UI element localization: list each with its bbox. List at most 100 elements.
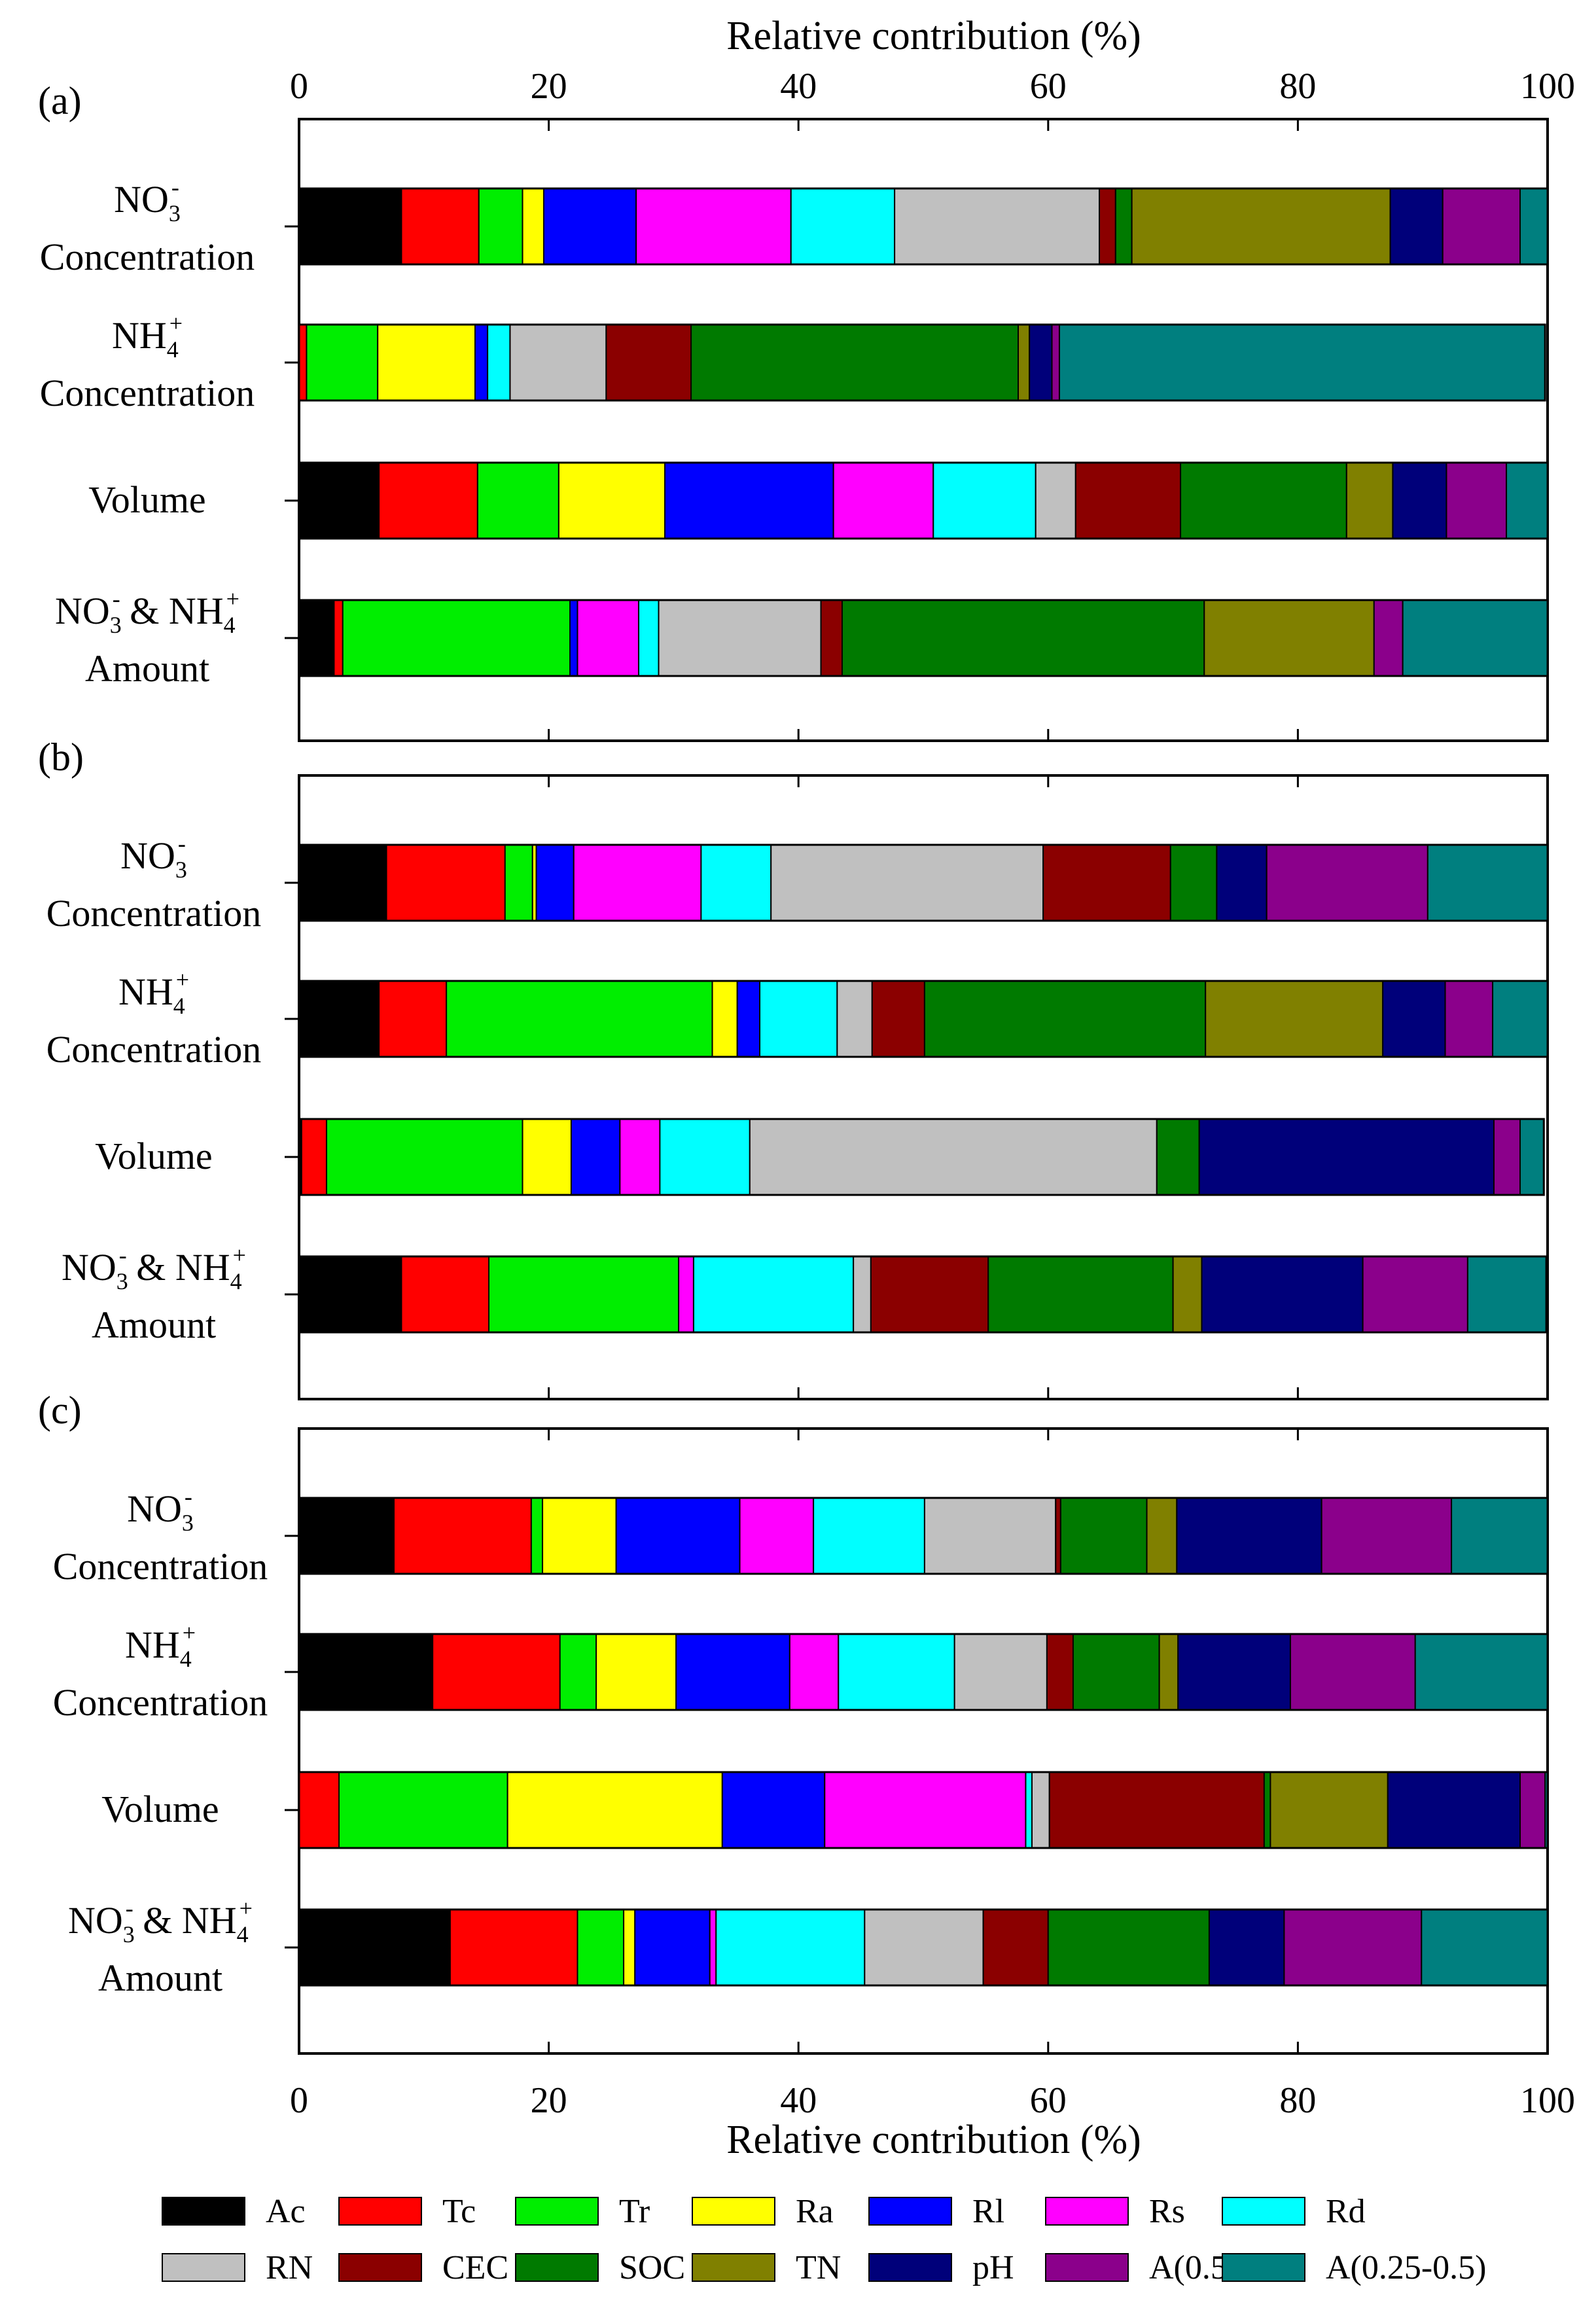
panels: (a)NO3-ConcentrationAc: 8.2Tc: 6.2Tr: 3.… xyxy=(38,79,1549,2055)
bar-segment-rn: RN: 32.6 xyxy=(749,1118,1158,1196)
bar-segment-ac: Ac: 6.4 xyxy=(298,980,380,1057)
bar-segment-rn: RN: 10.5 xyxy=(923,1497,1057,1574)
legend-swatch xyxy=(1222,2197,1305,2226)
category-superscript: + xyxy=(169,310,183,336)
bar-segment-rd: Rd: 1.6 xyxy=(637,599,660,677)
bar-segment-ra: Ra: 6.4 xyxy=(595,1633,677,1711)
bar-segment-soc: SOC: 3.4 xyxy=(1156,1118,1200,1196)
legend-item: A(0.25-0.5) xyxy=(1222,2249,1487,2286)
category-text: NO xyxy=(120,834,175,877)
bar-segment-a-0-5-1: A(0.5-1): 2 xyxy=(1519,1771,1546,1849)
bar-segment-tc: Tc: 0.6 xyxy=(298,324,308,401)
bar-segment-a-0-5-1: A(0.5-1): 10.4 xyxy=(1321,1497,1453,1574)
bar-segment-a-0-25-0-5: A(0.25-0.5): 6.3 xyxy=(1466,1256,1548,1333)
bar-segment-ac: Ac: 8.2 xyxy=(298,188,402,265)
bar-segment-a-0-5-1: A(0.5-1): 12.9 xyxy=(1266,844,1428,921)
bar-outline xyxy=(298,980,1549,1058)
bar-row: NO3- Concentration Ac: 7.6Tc: 11Tr: 0.9Ra:… xyxy=(53,1484,1549,1588)
bar-segment-tn: TN: 14.2 xyxy=(1205,980,1384,1057)
legend-swatch xyxy=(1045,2197,1129,2226)
bar-segment-soc: SOC: 29 xyxy=(841,599,1205,677)
legend-item: pH xyxy=(868,2249,1014,2286)
bar-segment-cec: CEC: 1.7 xyxy=(820,599,843,677)
bar-segment-soc: SOC: 26.2 xyxy=(690,324,1020,401)
bar-segment-ra: Ra: 2 xyxy=(711,980,738,1057)
bar-segment-ra: Ra: 7.8 xyxy=(377,324,476,401)
category-superscript: + xyxy=(226,586,239,612)
bar-segment-rs: Rs: 4.9 xyxy=(576,599,639,677)
legend-label: SOC xyxy=(619,2249,685,2286)
category-subscript: 4 xyxy=(237,1921,249,1947)
category-label-line2: Concentration xyxy=(53,1681,268,1724)
bottom-axis-title: Relative contribution (%) xyxy=(726,2118,1141,2162)
bar-segment-rs: Rs: 12.4 xyxy=(635,188,792,265)
category-label: Volume xyxy=(101,1788,219,1830)
bar-row: Volume Ac: 6.4Tc: 7.9Tr: 6.5Ra: 8.5Rl: 13… xyxy=(88,461,1549,540)
bar-segment-tn: TN: 2.3 xyxy=(1172,1256,1203,1333)
category-text: NO xyxy=(55,590,110,632)
category-label-line2: Amount xyxy=(98,1957,222,1999)
bar-segment-rd: Rd: 8.2 xyxy=(932,462,1037,539)
bar-segment-rn: RN: 2.8 xyxy=(836,980,873,1057)
bar-segment-rd: Rd: 11.9 xyxy=(715,1909,866,1986)
category-label-line1: NH4+ xyxy=(125,1620,196,1672)
bar-segment-cec: CEC: 0.4 xyxy=(1055,1497,1061,1574)
bar-segment-tr: Tr: 15.2 xyxy=(488,1256,680,1333)
bar-segment-rd: Rd: 8.3 xyxy=(790,188,896,265)
bar-segment-tr: Tr: 2.2 xyxy=(504,844,533,921)
category-subscript: 3 xyxy=(110,612,122,638)
category-subscript: 4 xyxy=(173,993,185,1019)
bar-segment-ac: Ac: 12.1 xyxy=(298,1909,451,1986)
panel-label: (c) xyxy=(38,1389,82,1432)
legend-label: Tr xyxy=(619,2193,650,2230)
bar-segment-tr: Tr: 13.5 xyxy=(338,1771,508,1849)
legend-swatch xyxy=(692,2197,775,2226)
bar-segment-cec: CEC: 6.8 xyxy=(605,324,692,401)
bar-segment-soc: SOC: 1.3 xyxy=(1114,188,1133,265)
bar-segment-rl: Rl: 0.6 xyxy=(569,599,578,677)
bar-segment-tn: TN: 3.7 xyxy=(1345,462,1394,539)
bar-segment-rn: RN: 7.4 xyxy=(953,1633,1048,1711)
bar-segment-rs: Rs: 3.2 xyxy=(619,1118,661,1196)
category-subscript: 4 xyxy=(180,1646,192,1672)
bar-segment-cec: CEC: 17.2 xyxy=(1048,1771,1265,1849)
bar-segment-cec: CEC: 2.1 xyxy=(1046,1633,1074,1711)
bar-segment-tn: TN: 13.6 xyxy=(1203,599,1375,677)
bar-segment-a-0-25-0-5: A(0.25-0.5): 38.9 xyxy=(1058,324,1546,401)
bar-segment-tc: Tc: 5.4 xyxy=(378,980,448,1057)
bar-segment-cec: CEC: 9.4 xyxy=(870,1256,989,1333)
bar-segment-rs: Rs: 0.5 xyxy=(709,1909,717,1986)
bar-row: NO3- & NH4+AmountAc: 2.8Tc: 0.7Tr: 18.2R… xyxy=(55,586,1549,690)
legend-label: Rl xyxy=(972,2193,1004,2230)
category-superscript: + xyxy=(176,967,189,993)
bar-outline xyxy=(298,1497,1549,1575)
bar-segment-rd: Rd: 9.3 xyxy=(838,1633,955,1711)
panel-c: (c) NO3-ConcentrationAc: 7.6Tc: 11Tr: 0.9… xyxy=(38,1389,1549,2055)
bar-segment-a-0-25-0-5: A(0.25-0.5): 11.6 xyxy=(1402,599,1549,677)
top-tick-label: 40 xyxy=(780,66,817,107)
category-text: NO xyxy=(127,1487,182,1530)
bar-segment-ac: Ac: 6.4 xyxy=(298,462,380,539)
bar-segment-a-0-5-1: A(0.5-1): 10 xyxy=(1289,1633,1416,1711)
category-label-line1: NO3- & NH4+ xyxy=(62,1242,246,1294)
category-subscript: 3 xyxy=(182,1510,194,1536)
legend-item: Rd xyxy=(1222,2193,1366,2230)
legend-swatch xyxy=(338,2197,422,2226)
bar-segment-tc: Tc: 7 xyxy=(400,1256,490,1333)
bar-segment-cec: CEC: 1.3 xyxy=(1099,188,1116,265)
category-label-line2: Amount xyxy=(85,647,209,690)
bar-segment-ph: pH: 23.6 xyxy=(1198,1118,1495,1196)
top-tick-label: 100 xyxy=(1520,66,1575,107)
category-superscript: - xyxy=(113,586,120,612)
legend-swatch xyxy=(515,2253,599,2282)
bar-outline xyxy=(298,1771,1549,1849)
bar-segment-rn: RN: 16.4 xyxy=(894,188,1101,265)
bar-outline xyxy=(298,844,1549,922)
bar-segment-rs: Rs: 1.2 xyxy=(678,1256,694,1333)
category-subscript: 3 xyxy=(123,1921,135,1947)
bar-segment-a-0-5-1: A(0.5-1): 8.4 xyxy=(1362,1256,1468,1333)
legend-label: TN xyxy=(796,2249,841,2286)
bar-segment-tc: Tc: 11 xyxy=(393,1497,532,1574)
panel-label: (a) xyxy=(38,79,82,122)
